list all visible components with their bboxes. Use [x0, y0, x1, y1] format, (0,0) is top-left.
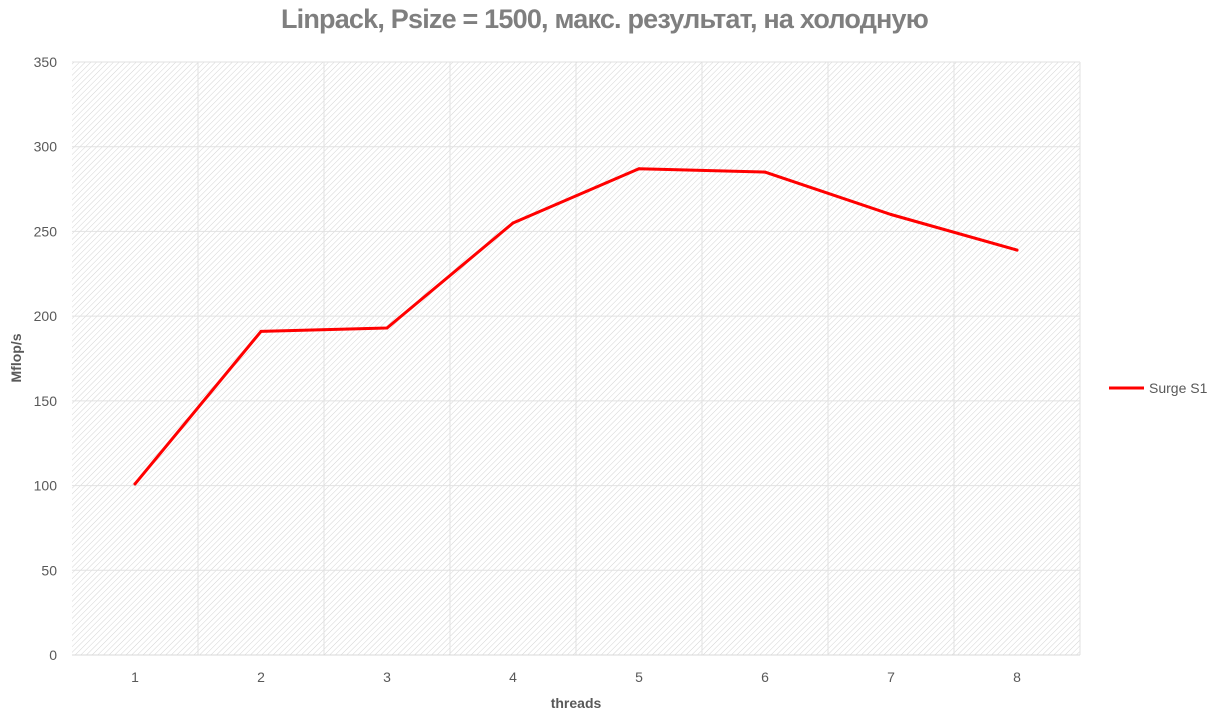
- data-point: [511, 221, 515, 225]
- x-tick-label: 6: [761, 669, 769, 685]
- gridlines: [72, 61, 1081, 655]
- y-tick-label: 300: [34, 139, 58, 155]
- series-line-surge-s1: [133, 167, 1019, 486]
- x-tick-label: 3: [383, 669, 391, 685]
- data-point: [133, 482, 137, 486]
- data-point: [259, 329, 263, 333]
- x-axis-label: threads: [551, 695, 602, 711]
- y-axis-label: Mflop/s: [8, 333, 24, 382]
- legend: Surge S1: [1109, 380, 1208, 396]
- x-tick-label: 2: [257, 669, 265, 685]
- axes: 0 50 100 150 200 250 300 350 1 2 3 4 5 6 7 8: [34, 54, 1080, 685]
- y-tick-label: 50: [41, 562, 57, 578]
- y-tick-label: 0: [49, 647, 57, 663]
- x-tick-label: 8: [1013, 669, 1021, 685]
- data-point: [889, 212, 893, 216]
- x-tick-label: 4: [509, 669, 517, 685]
- x-tick-label: 5: [635, 669, 643, 685]
- chart-title: Linpack, Psize = 1500, макс. результат, …: [280, 4, 929, 34]
- series-layer: [133, 167, 1019, 486]
- x-tick-label: 7: [887, 669, 895, 685]
- data-point: [385, 326, 389, 330]
- x-tick-label: 1: [131, 669, 139, 685]
- data-point: [763, 170, 767, 174]
- data-point: [637, 167, 641, 171]
- data-point: [1015, 248, 1019, 252]
- y-tick-label: 350: [34, 54, 58, 70]
- y-tick-label: 100: [34, 478, 58, 494]
- y-tick-label: 150: [34, 393, 58, 409]
- legend-label-surge-s1: Surge S1: [1149, 380, 1208, 396]
- y-tick-label: 200: [34, 308, 58, 324]
- y-tick-label: 250: [34, 223, 58, 239]
